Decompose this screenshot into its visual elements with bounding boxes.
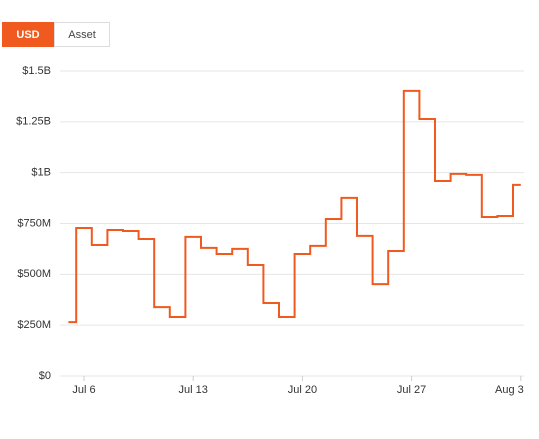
x-tick-label: Jul 6	[72, 384, 95, 396]
y-tick-label: $750M	[17, 217, 51, 229]
y-tick-label: $0	[39, 370, 51, 382]
toggle-label[interactable]: Asset	[68, 29, 96, 41]
toggle-usd[interactable]	[2, 22, 54, 47]
step-line	[68, 89, 521, 324]
x-tick-label: Jul 13	[179, 384, 208, 396]
y-tick-label: $1B	[31, 167, 51, 179]
x-tick-label: Aug 3	[495, 384, 524, 396]
y-tick-label: $500M	[17, 268, 51, 280]
y-tick-label: $1.5B	[22, 65, 51, 77]
y-tick-label: $250M	[17, 319, 51, 331]
x-tick-label: Jul 27	[397, 384, 426, 396]
toggle-asset[interactable]	[54, 22, 110, 47]
y-tick-label: $1.25B	[16, 116, 51, 128]
toggle-label[interactable]: USD	[16, 29, 39, 41]
x-tick-label: Jul 20	[288, 384, 317, 396]
